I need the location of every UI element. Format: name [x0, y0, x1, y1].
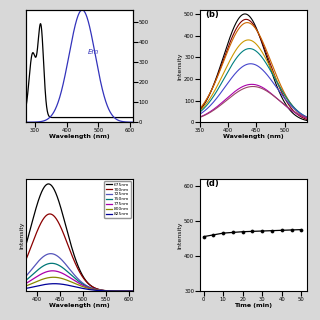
Y-axis label: Intensity: Intensity [19, 221, 24, 249]
X-axis label: Wavelength (nm): Wavelength (nm) [223, 134, 284, 139]
700nm [94, 287, 98, 291]
800nm [91, 287, 94, 291]
800nm [121, 289, 125, 293]
Line: 750nm: 750nm [19, 263, 140, 291]
700nm [48, 212, 52, 216]
750nm [109, 289, 113, 293]
775nm [87, 286, 91, 290]
750nm [138, 289, 142, 293]
700nm [87, 283, 91, 286]
825nm [17, 288, 21, 292]
675nm [91, 285, 94, 289]
725nm [91, 286, 94, 290]
825nm [138, 289, 142, 293]
825nm [109, 289, 113, 293]
800nm [24, 284, 28, 288]
675nm [121, 289, 125, 293]
725nm [109, 289, 113, 293]
Text: (d): (d) [205, 180, 219, 188]
775nm [91, 287, 94, 291]
750nm [24, 278, 28, 282]
Line: 825nm: 825nm [19, 284, 140, 291]
675nm [24, 242, 28, 246]
775nm [51, 269, 54, 273]
825nm [24, 286, 28, 290]
800nm [94, 288, 98, 292]
700nm [91, 285, 94, 289]
X-axis label: Time (min): Time (min) [235, 303, 272, 308]
725nm [138, 289, 142, 293]
775nm [109, 289, 113, 293]
675nm [17, 264, 21, 268]
750nm [87, 285, 91, 289]
700nm [109, 289, 113, 293]
675nm [87, 283, 91, 286]
750nm [17, 283, 21, 287]
Y-axis label: Intensity: Intensity [178, 52, 183, 80]
725nm [121, 289, 125, 293]
800nm [52, 275, 55, 279]
Line: 775nm: 775nm [19, 271, 140, 291]
725nm [87, 285, 91, 289]
X-axis label: Wavelength (nm): Wavelength (nm) [49, 303, 110, 308]
825nm [52, 282, 56, 286]
825nm [121, 289, 125, 293]
X-axis label: Wavelength (nm): Wavelength (nm) [49, 134, 110, 139]
725nm [24, 274, 28, 278]
800nm [109, 289, 113, 293]
800nm [87, 287, 91, 291]
675nm [138, 289, 142, 293]
750nm [94, 288, 98, 292]
700nm [121, 289, 125, 293]
725nm [94, 288, 98, 292]
825nm [91, 288, 94, 292]
Legend: 675nm, 700nm, 725nm, 750nm, 775nm, 800nm, 825nm: 675nm, 700nm, 725nm, 750nm, 775nm, 800nm… [104, 181, 131, 218]
675nm [46, 182, 50, 186]
750nm [50, 261, 53, 265]
775nm [24, 281, 28, 285]
825nm [94, 288, 98, 292]
775nm [94, 288, 98, 292]
700nm [17, 272, 21, 276]
825nm [87, 288, 91, 292]
750nm [121, 289, 125, 293]
Line: 725nm: 725nm [19, 254, 140, 291]
675nm [109, 289, 113, 293]
Y-axis label: Intensity: Intensity [178, 221, 183, 249]
800nm [138, 289, 142, 293]
725nm [49, 252, 53, 256]
725nm [17, 281, 21, 285]
Text: Em: Em [88, 49, 100, 55]
700nm [24, 257, 28, 261]
675nm [94, 287, 98, 291]
775nm [121, 289, 125, 293]
Line: 675nm: 675nm [19, 184, 140, 291]
Line: 700nm: 700nm [19, 214, 140, 291]
Text: (b): (b) [205, 11, 219, 20]
775nm [138, 289, 142, 293]
775nm [17, 285, 21, 289]
800nm [17, 286, 21, 290]
750nm [91, 287, 94, 291]
Line: 800nm: 800nm [19, 277, 140, 291]
700nm [138, 289, 142, 293]
